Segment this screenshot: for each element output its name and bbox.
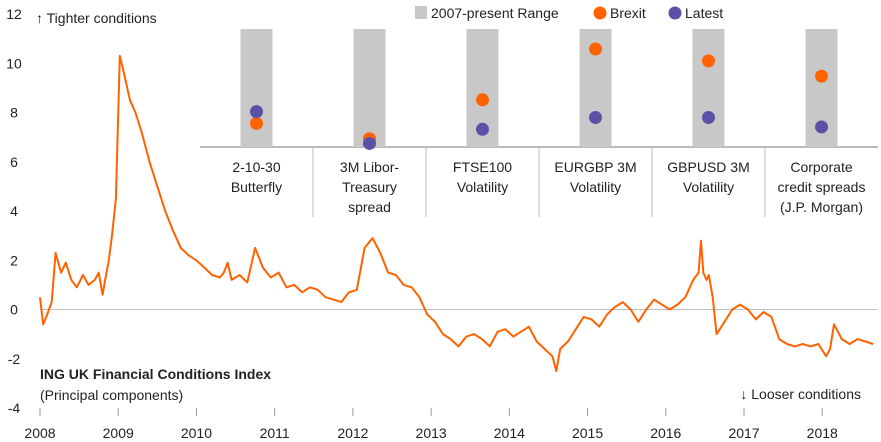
y-tick-label: 2 [10,252,18,268]
category-label: Butterfly [231,179,282,195]
latest-dot [476,122,489,136]
latest-dot [815,120,828,134]
x-tick-label: 2016 [650,425,681,441]
x-tick-label: 2013 [416,425,447,441]
brexit-dot [250,116,263,130]
legend-swatch [593,6,607,20]
legend-swatch [668,6,682,20]
latest-dot [250,105,263,119]
y-tick-label: 12 [6,6,22,22]
category-label: spread [348,199,391,215]
latest-dot [702,111,715,124]
legend-label: Latest [685,5,723,21]
x-tick-label: 2011 [260,425,290,441]
brexit-dot [476,93,489,107]
legend-label: Brexit [610,5,646,21]
brexit-dot [815,69,828,83]
looser-annotation: ↓ Looser conditions [740,386,861,402]
latest-dot [589,111,602,124]
category-label: Volatility [570,179,621,195]
range-bar [692,29,725,147]
y-tick-label: 10 [6,55,22,71]
category-label: 2-10-30 [232,159,280,175]
fci-line-chart: -4 -2 0 2 4 6 8 10 12 2008 2009 2010 2011 2012 2013 201… [6,6,877,441]
x-tick-label: 2010 [181,425,212,441]
category-label: Corporate [790,159,852,175]
category-label: 3M Libor- [340,159,399,175]
y-tick-label: 4 [10,203,18,219]
y-tick-label: 0 [10,302,18,318]
brexit-dot [702,54,715,68]
category-label: (J.P. Morgan) [780,199,863,215]
x-tick-label: 2014 [494,425,525,441]
fci-series-line [39,54,874,373]
y-tick-label: -4 [8,400,21,416]
category-label: EURGBP 3M [554,159,636,175]
category-label: Treasury [342,179,397,195]
x-tick-label: 2008 [24,425,55,441]
x-tick-label: 2009 [103,425,134,441]
y-tick-label: -2 [8,351,21,367]
x-tick-label: 2012 [337,425,368,441]
inset-range-chart: 2-10-30 Butterfly 3M Libor- Treasury spread F… [200,27,878,219]
tighter-annotation: ↑ Tighter conditions [36,10,157,26]
category-label: credit spreads [778,179,866,195]
legend-swatch [415,6,427,19]
chart-subtitle: (Principal components) [40,387,183,403]
legend-label: 2007-present Range [431,5,559,21]
y-tick-label: 8 [10,105,18,121]
category-label: Volatility [683,179,734,195]
range-bar [353,29,386,147]
chart-title: ING UK Financial Conditions Index [40,366,271,382]
category-label: Volatility [457,179,508,195]
category-label: GBPUSD 3M [667,159,749,175]
legend: 2007-present Range Brexit Latest [415,5,723,21]
brexit-dot [589,42,602,56]
x-tick-label: 2018 [807,425,838,441]
x-tick-label: 2015 [572,425,603,441]
latest-dot [363,136,376,150]
category-label: FTSE100 [453,159,512,175]
y-tick-label: 6 [10,154,18,170]
x-tick-label: 2017 [728,425,759,441]
